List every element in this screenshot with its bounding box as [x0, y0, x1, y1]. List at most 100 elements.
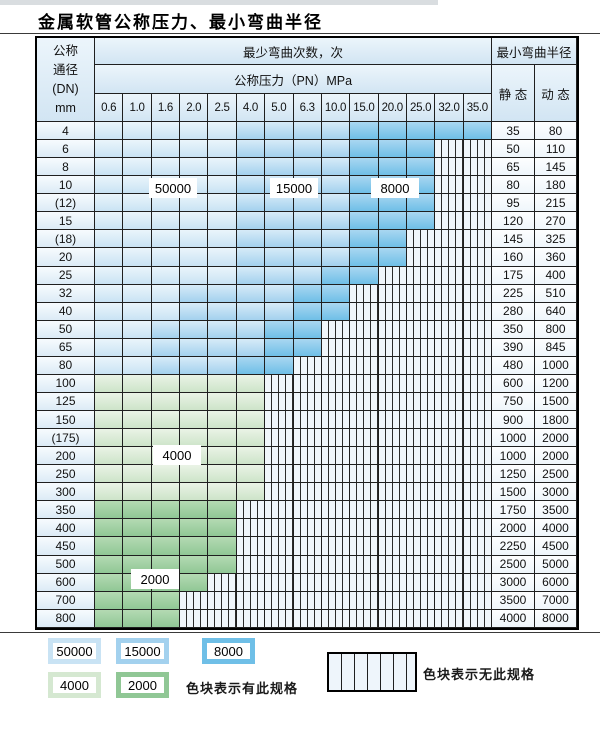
grid-cell-no-spec — [350, 374, 379, 393]
grid-cell-2000 — [151, 591, 181, 610]
grid-cell-no-spec — [463, 537, 492, 556]
grid-cell-no-spec — [208, 591, 237, 610]
dynamic-value-cell: 360 — [535, 248, 577, 267]
grid-cell-15000 — [208, 302, 237, 321]
grid-cell-no-spec — [435, 392, 464, 411]
grid-cell-15000 — [293, 266, 322, 285]
grid-cell-4000 — [123, 447, 152, 466]
grid-cell-no-spec — [463, 465, 492, 484]
grid-cell-4000 — [208, 411, 237, 430]
spec-table: 公称 通径 (DN) mm 最少弯曲次数，次 最小弯曲半径 公称压力（PN）MP… — [35, 36, 579, 630]
grid-cell-2000 — [123, 537, 152, 556]
dn-cell: 600 — [37, 573, 95, 592]
grid-cell-no-spec — [350, 537, 379, 556]
grid-cell-no-spec — [406, 537, 436, 556]
dynamic-value-cell: 400 — [535, 266, 577, 285]
static-value-cell: 2500 — [492, 555, 535, 574]
grid-cell-50000 — [123, 212, 152, 231]
grid-cell-no-spec — [435, 591, 464, 610]
grid-cell-no-spec — [378, 501, 407, 520]
grid-cell-no-spec — [321, 501, 351, 520]
grid-cell-no-spec — [236, 591, 266, 610]
grid-cell-15000 — [208, 320, 237, 339]
grid-cell-2000 — [180, 519, 209, 538]
grid-cell-no-spec — [378, 374, 407, 393]
grid-cell-50000 — [95, 248, 124, 267]
dn-cell: 4 — [37, 122, 95, 141]
grid-cell-15000 — [236, 176, 266, 195]
grid-cell-4000 — [95, 465, 124, 484]
grid-cell-no-spec — [321, 320, 351, 339]
grid-cell-no-spec — [350, 338, 379, 357]
grid-cell-no-spec — [406, 356, 436, 375]
grid-cell-no-spec — [293, 537, 322, 556]
grid-cell-4000 — [151, 374, 181, 393]
cycle-label-2000: 2000 — [131, 569, 179, 589]
grid-cell-no-spec — [265, 609, 294, 628]
grid-cell-no-spec — [463, 392, 492, 411]
dynamic-value-cell: 270 — [535, 212, 577, 231]
grid-cell-4000 — [123, 465, 152, 484]
grid-cell-8000 — [350, 140, 379, 159]
grid-cell-15000 — [265, 158, 294, 177]
static-value-cell: 1750 — [492, 501, 535, 520]
grid-cell-no-spec — [265, 429, 294, 448]
grid-cell-8000 — [463, 122, 492, 141]
grid-cell-no-spec — [406, 465, 436, 484]
static-value-cell: 1500 — [492, 483, 535, 502]
grid-cell-no-spec — [463, 140, 492, 159]
grid-cell-no-spec — [378, 320, 407, 339]
grid-cell-no-spec — [463, 591, 492, 610]
grid-cell-8000 — [265, 356, 294, 375]
grid-cell-50000 — [180, 248, 209, 267]
grid-cell-4000 — [123, 483, 152, 502]
pressure-tick: 6.3 — [293, 94, 322, 122]
grid-cell-no-spec — [265, 519, 294, 538]
pressure-tick: 2.0 — [180, 94, 209, 122]
grid-cell-8000 — [378, 248, 407, 267]
grid-cell-no-spec — [321, 338, 351, 357]
grid-cell-50000 — [208, 248, 237, 267]
bend-cycles-header: 最少弯曲次数，次 — [95, 38, 492, 65]
grid-cell-15000 — [236, 284, 266, 303]
grid-cell-no-spec — [463, 411, 492, 430]
grid-cell-no-spec — [350, 392, 379, 411]
grid-cell-15000 — [180, 320, 209, 339]
grid-cell-4000 — [208, 447, 237, 466]
dn-cell: (18) — [37, 230, 95, 249]
grid-cell-50000 — [151, 266, 181, 285]
grid-cell-4000 — [180, 411, 209, 430]
grid-cell-8000 — [435, 122, 464, 141]
static-value-cell: 35 — [492, 122, 535, 141]
grid-cell-no-spec — [406, 447, 436, 466]
grid-cell-no-spec — [406, 248, 436, 267]
grid-cell-50000 — [180, 266, 209, 285]
grid-cell-8000 — [406, 194, 436, 213]
grid-cell-50000 — [95, 176, 124, 195]
grid-cell-no-spec — [180, 591, 209, 610]
pressure-tick: 35.0 — [463, 94, 492, 122]
grid-cell-no-spec — [463, 284, 492, 303]
grid-cell-no-spec — [435, 555, 464, 574]
grid-cell-no-spec — [293, 356, 322, 375]
grid-cell-no-spec — [463, 519, 492, 538]
grid-cell-4000 — [95, 374, 124, 393]
grid-cell-no-spec — [435, 230, 464, 249]
grid-cell-2000 — [123, 519, 152, 538]
grid-cell-8000 — [378, 212, 407, 231]
grid-cell-15000 — [236, 320, 266, 339]
grid-cell-15000 — [321, 158, 351, 177]
grid-cell-8000 — [236, 356, 266, 375]
grid-cell-no-spec — [265, 573, 294, 592]
grid-cell-15000 — [236, 212, 266, 231]
grid-cell-no-spec — [236, 573, 266, 592]
dn-cell: 8 — [37, 158, 95, 177]
legend-no-spec-text: 色块表示无此规格 — [423, 667, 536, 682]
grid-cell-15000 — [265, 212, 294, 231]
dynamic-value-cell: 4000 — [535, 519, 577, 538]
grid-cell-no-spec — [463, 302, 492, 321]
grid-cell-8000 — [378, 230, 407, 249]
grid-cell-50000 — [123, 230, 152, 249]
grid-cell-no-spec — [463, 429, 492, 448]
grid-cell-50000 — [123, 356, 152, 375]
